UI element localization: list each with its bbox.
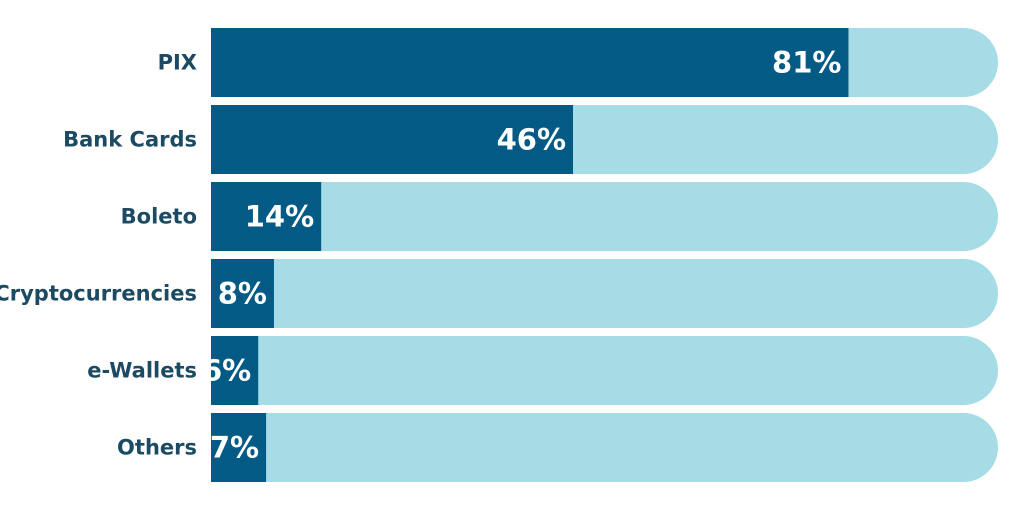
bar-others <box>211 413 267 482</box>
category-label: Bank Cards <box>63 128 197 152</box>
bar-row-cryptocurrencies: Cryptocurrencies 8% <box>0 259 998 328</box>
value-label: 7% <box>210 431 259 465</box>
bar-e-wallets <box>211 336 259 405</box>
value-label: 46% <box>497 123 566 157</box>
value-label: 81% <box>772 46 841 80</box>
chart-rows: PIX 81% Bank Cards 46% Boleto 14% Cryptocurren… <box>0 28 998 482</box>
category-label: Others <box>117 436 197 460</box>
value-label: 6% <box>202 354 251 388</box>
bar-pix <box>211 28 849 97</box>
category-label: PIX <box>158 51 197 75</box>
bar-track-e-wallets <box>211 336 998 405</box>
bar-row-e-wallets: e-Wallets 6% <box>87 336 998 405</box>
bar-row-others: Others 7% <box>117 413 998 482</box>
category-label: e-Wallets <box>87 359 197 383</box>
bar-row-boleto: Boleto 14% <box>121 182 998 251</box>
bar-row-pix: PIX 81% <box>158 28 998 97</box>
value-label: 14% <box>245 200 314 234</box>
bar-cryptocurrencies <box>211 259 274 328</box>
bar-boleto <box>211 182 322 251</box>
value-label: 8% <box>218 277 267 311</box>
category-label: Boleto <box>121 205 197 229</box>
bar-row-bank-cards: Bank Cards 46% <box>63 105 998 174</box>
bar-track-cryptocurrencies <box>211 259 998 328</box>
category-label: Cryptocurrencies <box>0 282 197 306</box>
bar-bank-cards <box>211 105 574 174</box>
bar-track-boleto <box>211 182 998 251</box>
bar-track-others <box>211 413 998 482</box>
